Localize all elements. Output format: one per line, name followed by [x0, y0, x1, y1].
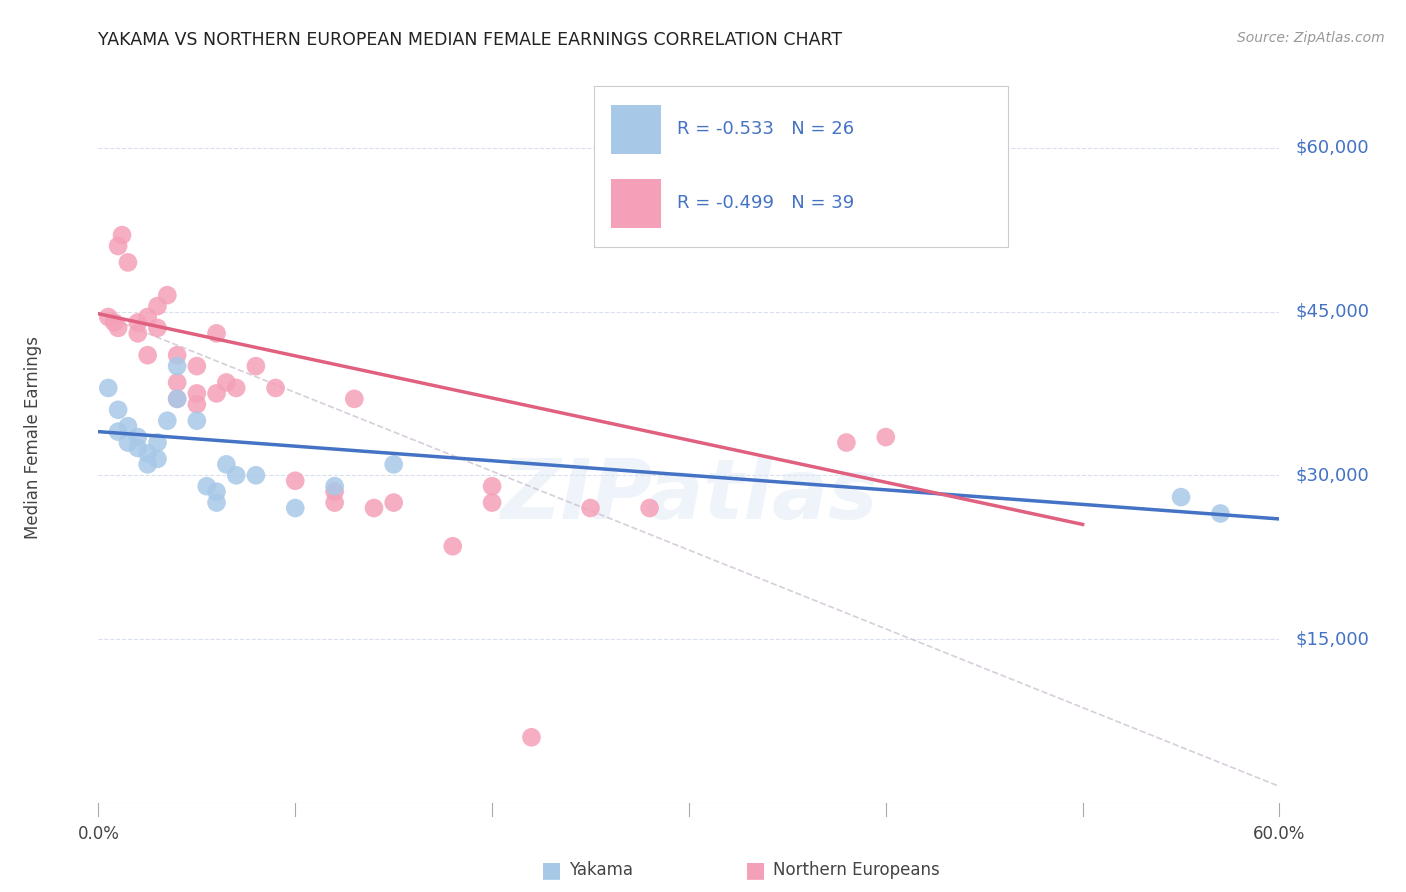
- Point: [264, 381, 287, 395]
- Text: ■: ■: [541, 860, 562, 880]
- Point: [323, 495, 346, 509]
- Point: [215, 376, 238, 390]
- Text: $60,000: $60,000: [1295, 139, 1369, 157]
- Point: [156, 414, 179, 428]
- Point: [215, 458, 238, 472]
- Point: [1209, 507, 1232, 521]
- Point: [166, 392, 188, 406]
- Point: [146, 451, 169, 466]
- Point: [186, 359, 208, 373]
- Text: YAKAMA VS NORTHERN EUROPEAN MEDIAN FEMALE EARNINGS CORRELATION CHART: YAKAMA VS NORTHERN EUROPEAN MEDIAN FEMAL…: [98, 31, 842, 49]
- Point: [136, 310, 159, 324]
- Point: [166, 392, 188, 406]
- Point: [117, 419, 139, 434]
- Point: [186, 386, 208, 401]
- Point: [205, 326, 228, 341]
- Point: [186, 397, 208, 411]
- Point: [875, 430, 897, 444]
- Point: [284, 501, 307, 516]
- Point: [136, 458, 159, 472]
- Point: [136, 446, 159, 460]
- Point: [146, 321, 169, 335]
- Point: [111, 228, 134, 243]
- Point: [205, 386, 228, 401]
- Point: [1170, 490, 1192, 504]
- Point: [343, 392, 366, 406]
- Point: [107, 321, 129, 335]
- Point: [520, 731, 543, 745]
- Point: [166, 359, 188, 373]
- Point: [117, 255, 139, 269]
- Point: [136, 348, 159, 362]
- Text: ■: ■: [745, 860, 766, 880]
- Point: [323, 484, 346, 499]
- Point: [195, 479, 218, 493]
- Text: Source: ZipAtlas.com: Source: ZipAtlas.com: [1237, 31, 1385, 45]
- Point: [245, 468, 267, 483]
- Point: [103, 315, 125, 329]
- Point: [127, 315, 149, 329]
- Point: [481, 479, 503, 493]
- Text: $15,000: $15,000: [1295, 630, 1369, 648]
- Text: Median Female Earnings: Median Female Earnings: [24, 335, 42, 539]
- Point: [225, 381, 247, 395]
- Point: [481, 495, 503, 509]
- Point: [323, 479, 346, 493]
- Point: [441, 539, 464, 553]
- Point: [579, 501, 602, 516]
- Point: [835, 435, 858, 450]
- Point: [205, 495, 228, 509]
- Point: [186, 414, 208, 428]
- Point: [382, 458, 405, 472]
- Point: [382, 495, 405, 509]
- Point: [107, 425, 129, 439]
- Point: [97, 381, 120, 395]
- Point: [107, 239, 129, 253]
- Text: Northern Europeans: Northern Europeans: [773, 861, 941, 879]
- Point: [156, 288, 179, 302]
- Point: [638, 501, 661, 516]
- Point: [363, 501, 385, 516]
- Text: $45,000: $45,000: [1295, 302, 1369, 320]
- Point: [127, 430, 149, 444]
- Point: [205, 484, 228, 499]
- Point: [284, 474, 307, 488]
- Point: [97, 310, 120, 324]
- Point: [245, 359, 267, 373]
- Text: $30,000: $30,000: [1295, 467, 1369, 484]
- Text: 0.0%: 0.0%: [77, 825, 120, 843]
- Point: [146, 299, 169, 313]
- Point: [127, 441, 149, 455]
- Point: [225, 468, 247, 483]
- Text: 60.0%: 60.0%: [1253, 825, 1306, 843]
- Point: [166, 348, 188, 362]
- Text: Yakama: Yakama: [569, 861, 634, 879]
- Point: [146, 435, 169, 450]
- Text: ZIPatlas: ZIPatlas: [501, 455, 877, 536]
- Point: [166, 376, 188, 390]
- Point: [107, 402, 129, 417]
- Point: [127, 326, 149, 341]
- Point: [117, 435, 139, 450]
